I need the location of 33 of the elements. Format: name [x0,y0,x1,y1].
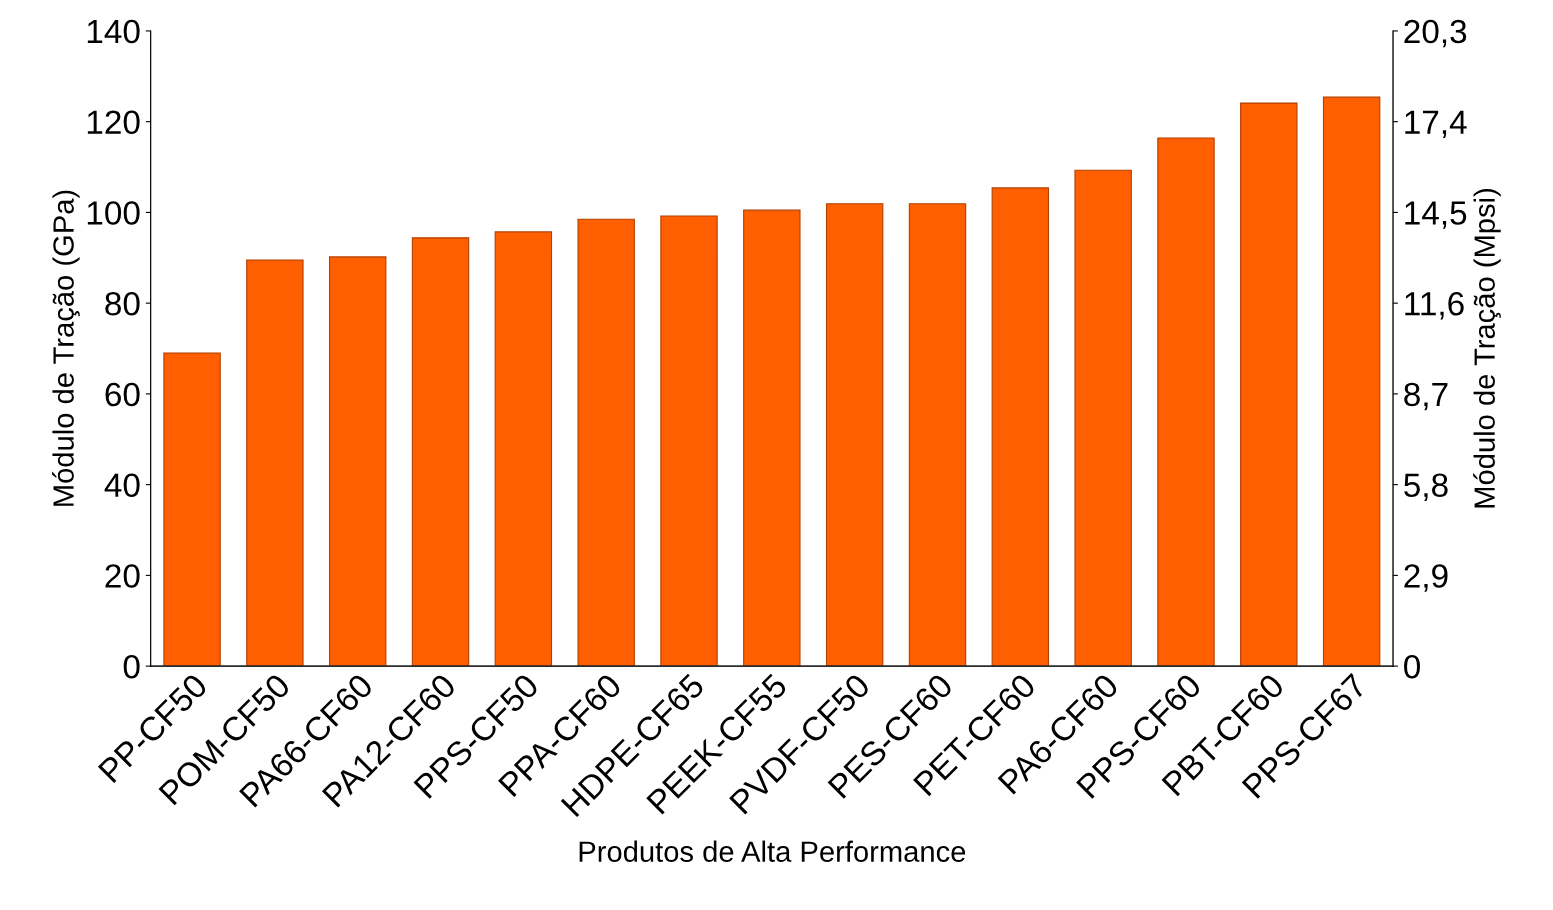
y2-tick-label: 5,8 [1404,473,1448,501]
bar [991,187,1050,667]
y2-tick-label: 11,6 [1405,291,1464,320]
bar [411,237,470,667]
y2-tick-label: 2,9 [1404,564,1448,592]
y-tick-label: 60 [105,382,140,407]
bar [163,352,221,667]
y2-tick-label: 20,3 [1404,19,1467,48]
y-tick-label: 100 [87,201,140,225]
bar [1074,169,1132,667]
y2-axis-title: Módulo de Tração (Mpsi) [1473,189,1501,508]
y-tick-label: 80 [105,291,140,316]
y-tick-label: 20 [105,564,140,588]
y2-tick-label: 14,5 [1405,201,1467,229]
bar [1157,137,1215,667]
bar [328,256,387,667]
bar [577,218,635,667]
x-axis-title: Produtos de Alta Performance [579,840,966,863]
y2-tick-label: 8,7 [1404,382,1448,411]
bar [660,215,718,667]
y2-tick-label: 0 [1404,654,1420,679]
y-tick-label: 140 [87,19,140,44]
bar [825,203,884,667]
bar [908,203,967,667]
bar [1240,102,1298,667]
bar [743,209,801,667]
bar [246,259,304,667]
y2-tick-label: 17,4 [1405,110,1467,139]
y-axis-title: Módulo de Tração (GPa) [52,190,80,506]
bar [494,231,553,667]
bar [1322,96,1381,667]
y-tick-label: 40 [104,473,140,498]
y-tick-label: 120 [87,110,140,135]
